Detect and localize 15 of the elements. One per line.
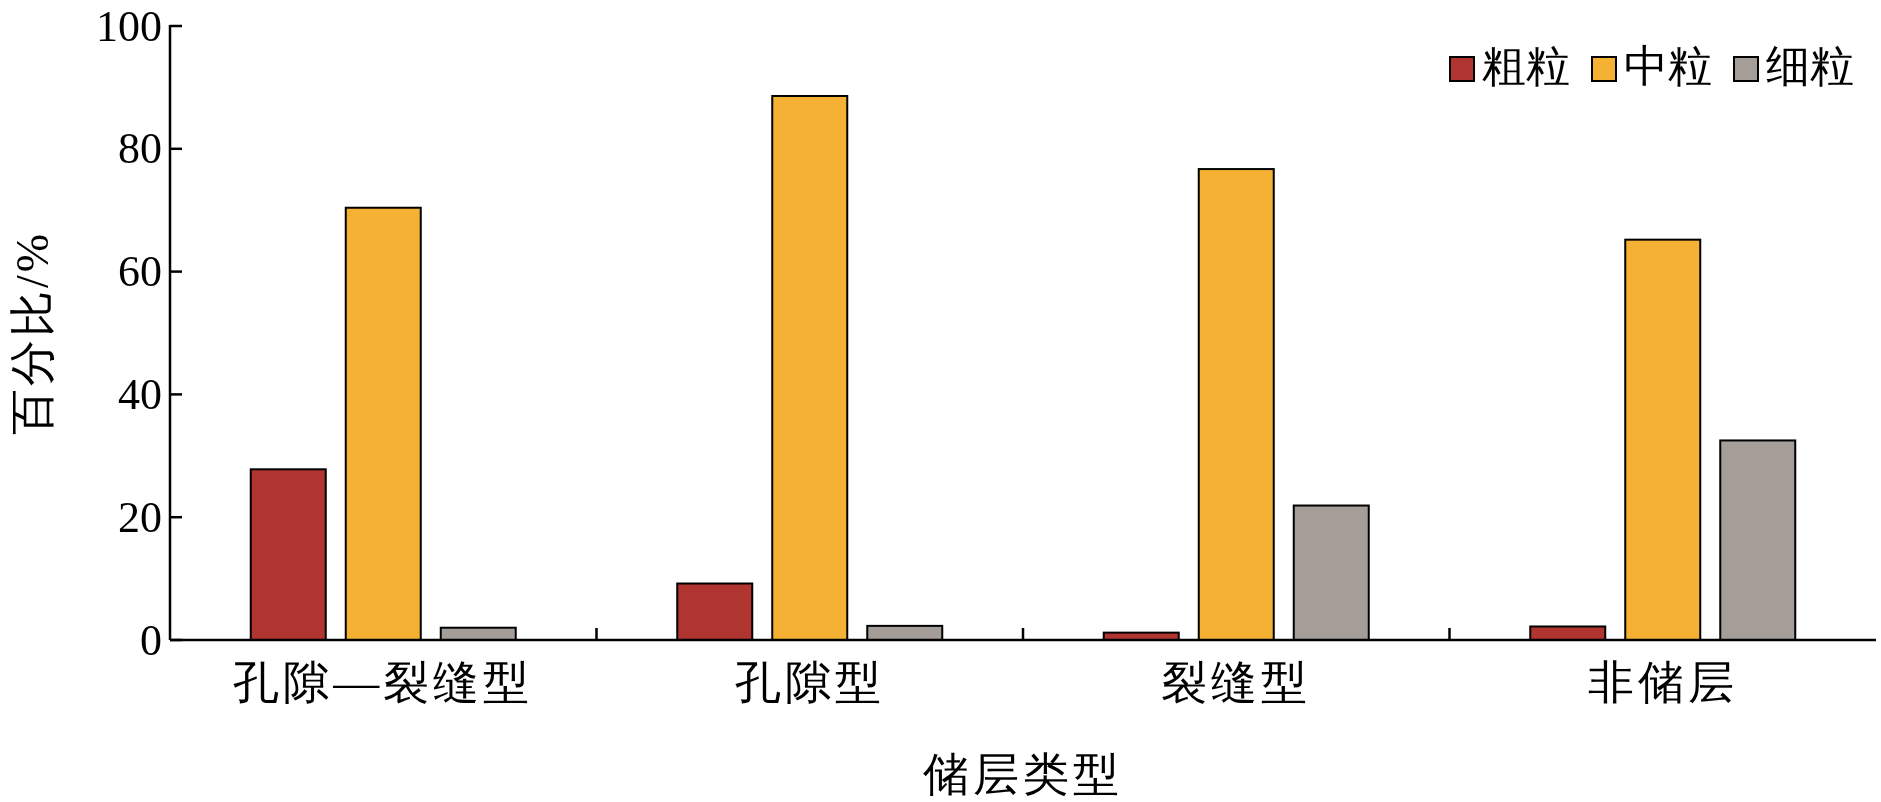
legend-label: 中粒 bbox=[1624, 42, 1712, 91]
x-axis-title: 储层类型 bbox=[923, 749, 1123, 800]
x-tick-label: 孔隙—裂缝型 bbox=[233, 657, 534, 708]
x-tick-label: 非储层 bbox=[1587, 657, 1738, 708]
x-tick-label: 孔隙型 bbox=[734, 657, 885, 708]
y-tick-label: 80 bbox=[118, 124, 162, 174]
y-tick-label: 20 bbox=[118, 492, 162, 542]
x-tick-label: 裂缝型 bbox=[1161, 657, 1312, 708]
y-axis-title: 百分比/% bbox=[7, 230, 58, 436]
legend-label: 粗粒 bbox=[1482, 42, 1570, 91]
y-tick-label: 100 bbox=[96, 1, 162, 51]
y-tick-label: 60 bbox=[118, 247, 162, 297]
legend-label: 细粒 bbox=[1766, 42, 1854, 91]
y-tick-label: 0 bbox=[140, 615, 162, 665]
y-tick-label: 40 bbox=[118, 369, 162, 419]
